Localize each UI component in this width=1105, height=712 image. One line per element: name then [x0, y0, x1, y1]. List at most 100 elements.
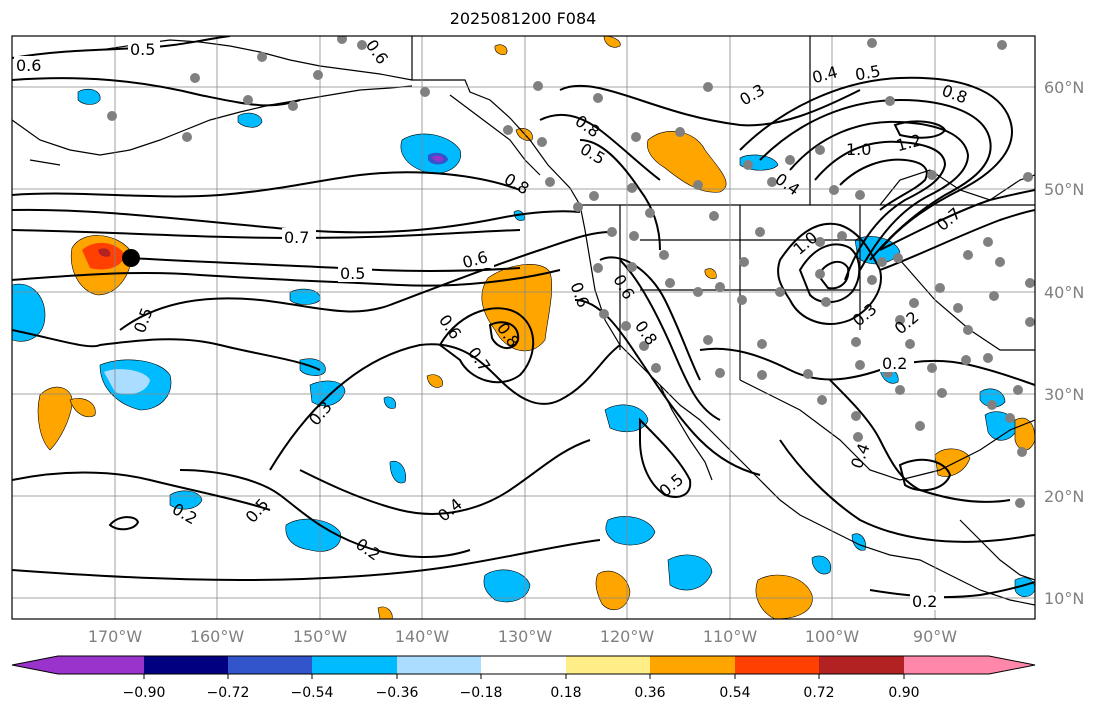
colorbar-outline — [11, 655, 1036, 675]
station-dot — [537, 137, 547, 147]
station-dot — [743, 160, 753, 170]
colorbar-tick-label: −0.72 — [207, 685, 250, 701]
station-dot — [963, 250, 973, 260]
stronger-positive-shading — [98, 248, 111, 257]
station-dot — [885, 96, 895, 106]
station-dot — [659, 250, 669, 260]
station-dot — [1025, 278, 1035, 288]
colorbar-segment — [58, 656, 144, 674]
station-dot — [651, 363, 661, 373]
contour-label: 0.7 — [284, 228, 309, 247]
station-dot — [915, 421, 925, 431]
colorbar-segment — [481, 656, 566, 674]
station-dot — [815, 237, 825, 247]
lon-label-140w: 140°W — [395, 627, 450, 646]
colorbar-tick-label: 0.90 — [888, 685, 919, 701]
weak-negative-shading — [104, 369, 150, 395]
station-dot — [545, 177, 555, 187]
map-frame — [11, 35, 1036, 620]
station-dot — [607, 227, 617, 237]
latitude-labels: 10°N 20°N 30°N 40°N 50°N 60°N — [1044, 78, 1084, 608]
contour-label: 0.6 — [16, 56, 41, 75]
station-dot — [337, 36, 347, 44]
station-dot — [715, 282, 725, 292]
station-dot — [107, 111, 117, 121]
station-dot — [815, 145, 825, 155]
station-dot — [190, 73, 200, 83]
station-dot — [853, 432, 863, 442]
station-dot — [905, 339, 915, 349]
station-dot — [935, 283, 945, 293]
lat-label-60: 60°N — [1044, 78, 1084, 97]
colorbar-segment — [566, 656, 650, 674]
contour-label: 0.2 — [882, 354, 907, 373]
station-dot — [503, 125, 513, 135]
station-dot — [855, 190, 865, 200]
station-dot — [837, 231, 847, 241]
lon-label-150w: 150°W — [293, 627, 348, 646]
station-dot — [665, 278, 675, 288]
strongest-negative-shading — [432, 155, 444, 162]
station-dot — [1015, 498, 1025, 508]
station-dot — [621, 321, 631, 331]
station-dot — [877, 257, 887, 267]
colorbar-tick-label: −0.54 — [291, 685, 334, 701]
station-dot — [927, 170, 937, 180]
lon-label-160w: 160°W — [190, 627, 245, 646]
station-dots — [107, 36, 1035, 508]
colorbar-segment — [312, 656, 397, 674]
station-dot — [821, 297, 831, 307]
station-dot — [895, 385, 905, 395]
station-dot — [573, 202, 583, 212]
contour-label: 0.5 — [130, 40, 155, 59]
station-dot — [709, 211, 719, 221]
station-dot — [675, 127, 685, 137]
station-dot — [1025, 317, 1035, 327]
station-dot — [817, 395, 827, 405]
colorbar-tick-label: 0.54 — [719, 685, 750, 701]
lat-label-30: 30°N — [1044, 385, 1084, 404]
colorbar-tick-label: 0.36 — [634, 685, 665, 701]
station-dot — [953, 303, 963, 313]
station-dot — [629, 231, 639, 241]
station-dot — [593, 263, 603, 273]
colorbar-tick-label: −0.18 — [460, 685, 503, 701]
colorbar-segment — [650, 656, 735, 674]
station-dot — [983, 237, 993, 247]
station-dot — [627, 262, 637, 272]
station-dot — [639, 341, 649, 351]
station-dot — [313, 70, 323, 80]
longitude-labels: 170°W 160°W 150°W 140°W 130°W 120°W 110°… — [88, 627, 957, 646]
station-dot — [693, 180, 703, 190]
graticule — [12, 36, 1035, 619]
location-marker — [122, 249, 140, 267]
station-dot — [703, 335, 713, 345]
station-dot — [963, 325, 973, 335]
station-dot — [803, 369, 813, 379]
station-dot — [829, 185, 839, 195]
station-dot — [288, 101, 298, 111]
colorbar-segment — [144, 656, 228, 674]
station-dot — [739, 257, 749, 267]
station-dot — [983, 353, 993, 363]
lat-label-20: 20°N — [1044, 487, 1084, 506]
station-dot — [989, 291, 999, 301]
station-dot — [243, 95, 253, 105]
station-dot — [737, 295, 747, 305]
map-title: 2025081200 F084 — [449, 9, 597, 28]
station-dot — [257, 52, 267, 62]
station-dot — [1005, 413, 1015, 423]
contour-label: 0.2 — [912, 592, 937, 611]
colorbar-extend-high — [989, 656, 1035, 674]
station-dot — [357, 40, 367, 50]
lon-label-120w: 120°W — [600, 627, 655, 646]
colorbar-segment — [735, 656, 819, 674]
station-dot — [895, 315, 905, 325]
lon-label-170w: 170°W — [88, 627, 143, 646]
station-dot — [703, 82, 713, 92]
station-dot — [715, 368, 725, 378]
station-dot — [867, 275, 877, 285]
station-dot — [693, 287, 703, 297]
colorbar-segment — [904, 656, 989, 674]
